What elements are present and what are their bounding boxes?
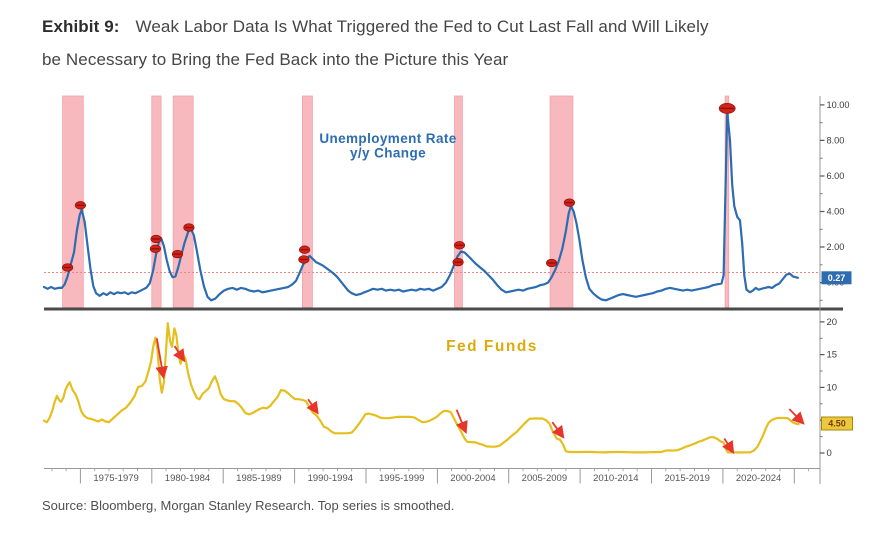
axes-layer: 1975-1979 1980-1984 1985-1989 1990-1994 1995…	[44, 96, 850, 484]
rate-cut-arrow	[455, 409, 468, 435]
exhibit-title-text-1: Weak Labor Data Is What Triggered the Fe…	[135, 17, 709, 36]
fed-funds-panel: Fed Funds	[42, 322, 805, 455]
y-axis-tick-label: 0	[827, 448, 832, 459]
y-axis-tick-label: 10	[827, 382, 838, 393]
x-axis-period-label: 2010-2014	[593, 473, 638, 484]
recession-signal-marker	[74, 201, 86, 210]
rate-cut-arrow	[155, 338, 168, 380]
recession-signal-marker	[298, 255, 310, 264]
rate-cut-arrow	[722, 438, 735, 455]
unemployment-series-label: Unemployment Rate	[319, 131, 456, 146]
rate-cut-arrow	[551, 421, 565, 439]
rate-cut-arrow	[306, 398, 319, 415]
x-axis-period-label: 1985-1989	[236, 473, 281, 484]
rate-cut-arrow	[172, 345, 186, 363]
recession-signal-marker	[546, 258, 558, 268]
y-axis-tick-label: 20	[827, 317, 838, 328]
panel-separator-layer	[44, 307, 843, 311]
recession-signal-marker	[718, 103, 736, 114]
recession-signal-marker	[171, 249, 184, 259]
recession-signal-marker	[452, 257, 464, 267]
exhibit-label: Exhibit 9:	[42, 17, 120, 36]
exhibit-title: Exhibit 9: Weak Labor Data Is What Trigge…	[42, 10, 854, 76]
exhibit-title-line1: Exhibit 9: Weak Labor Data Is What Trigge…	[42, 10, 854, 43]
current-value-badge-fedfunds	[821, 416, 853, 431]
recession-signal-marker	[62, 263, 74, 272]
x-axis-period-label: 1990-1994	[308, 473, 353, 484]
rate-cut-arrow	[788, 408, 805, 425]
unemployment-series-label: y/y Change	[350, 146, 426, 161]
exhibit-title-line2: be Necessary to Bring the Fed Back into …	[42, 50, 509, 69]
recession-signal-marker	[149, 244, 161, 253]
fed-funds-series-label: Fed Funds	[446, 338, 538, 355]
value-badges-layer: 0.27 4.50	[821, 271, 853, 431]
recession-band	[151, 95, 162, 308]
y-axis-tick-label: 2.00	[827, 242, 845, 252]
x-axis-period-label: 2020-2024	[736, 473, 781, 484]
y-axis-tick-label: 15	[827, 350, 838, 361]
current-value-unemployment: 0.27	[828, 273, 846, 283]
source-note: Source: Bloomberg, Morgan Stanley Resear…	[42, 498, 455, 513]
x-axis-period-label: 2015-2019	[664, 473, 709, 484]
x-axis-period-label: 2000-2004	[450, 473, 495, 484]
recession-signal-marker	[299, 245, 311, 254]
current-value-fedfunds: 4.50	[828, 419, 846, 429]
recession-band	[301, 95, 313, 308]
y-axis-tick-label: 8.00	[827, 135, 845, 145]
current-value-badge-unemployment	[821, 271, 852, 285]
recession-signal-marker	[453, 241, 466, 250]
recession-signal-marker	[563, 198, 575, 207]
y-axis-tick-label: 10.00	[827, 100, 850, 110]
y-axis-tick-label: 4.00	[827, 207, 845, 217]
recession-signal-marker	[183, 223, 195, 232]
fed-funds-line	[42, 322, 800, 454]
recession-bands-layer	[62, 95, 730, 308]
x-axis-period-label: 1995-1999	[379, 473, 424, 484]
y-axis-tick-label: 6.00	[827, 171, 845, 181]
x-axis-period-label: 2005-2009	[522, 473, 567, 484]
recession-signal-marker	[150, 234, 162, 244]
x-axis-period-label: 1975-1979	[93, 473, 138, 484]
recession-band	[454, 95, 463, 308]
x-axis-period-label: 1980-1984	[165, 473, 210, 484]
panel-separator	[44, 307, 843, 311]
